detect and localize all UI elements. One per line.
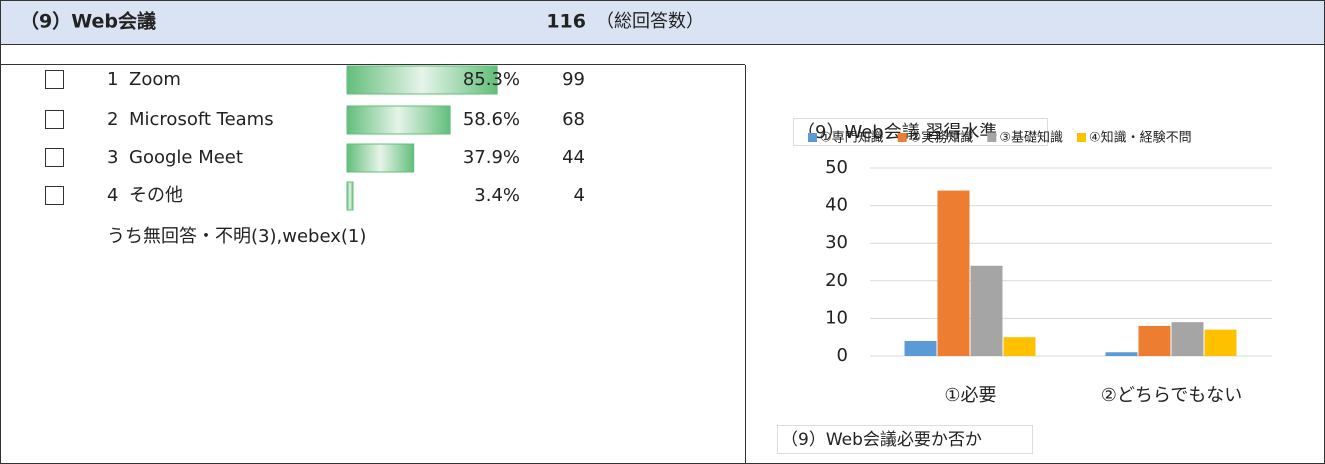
legend-swatch bbox=[808, 133, 817, 142]
bar bbox=[970, 265, 1003, 356]
chart-title: （9）Web会議 習得水準 bbox=[797, 122, 997, 143]
item-number: 3 bbox=[107, 147, 118, 168]
item-label: Zoom bbox=[129, 69, 181, 90]
bar bbox=[1204, 329, 1237, 356]
legend-label: ①専門知識 bbox=[820, 130, 884, 146]
legend-swatch bbox=[987, 133, 997, 142]
total: 116 bbox=[546, 11, 586, 33]
data-bar bbox=[346, 105, 451, 135]
header-title: （9）Web会議 bbox=[20, 10, 156, 33]
bar bbox=[1105, 352, 1138, 356]
note: うち無回答・不明(3),webex(1) bbox=[107, 226, 366, 247]
header-band bbox=[1, 1, 1324, 44]
item-number: 4 bbox=[107, 185, 118, 206]
y-tick-label: 40 bbox=[825, 195, 848, 216]
bar bbox=[904, 340, 937, 356]
item-number: 1 bbox=[107, 69, 118, 90]
legend-swatch bbox=[1076, 133, 1086, 142]
data-bar bbox=[346, 143, 415, 173]
item-label: Google Meet bbox=[129, 147, 243, 168]
x-tick-label: ②どちらでもない bbox=[1101, 385, 1243, 406]
y-tick-label: 10 bbox=[825, 307, 848, 328]
item-percent: 3.4% bbox=[474, 185, 520, 206]
legend-label: ②実務知識 bbox=[910, 130, 974, 146]
checkbox bbox=[45, 110, 64, 129]
x-label-box bbox=[777, 425, 1033, 454]
checkbox bbox=[45, 70, 64, 89]
item-percent: 58.6% bbox=[463, 109, 520, 130]
item-count: 44 bbox=[562, 147, 585, 168]
x-tick-label: ①必要 bbox=[944, 385, 996, 406]
y-tick-label: 30 bbox=[825, 232, 848, 253]
item-count: 68 bbox=[562, 109, 585, 130]
chart-title-box bbox=[793, 118, 1048, 146]
item-count: 4 bbox=[574, 185, 585, 206]
legend-swatch bbox=[897, 133, 907, 142]
bar bbox=[937, 190, 970, 356]
bar bbox=[1171, 322, 1204, 356]
item-percent: 85.3% bbox=[463, 69, 520, 90]
y-tick-label: 50 bbox=[825, 157, 848, 178]
legend-label: ④知識・経験不問 bbox=[1089, 130, 1192, 146]
checkbox bbox=[45, 186, 64, 205]
data-bar bbox=[346, 181, 354, 211]
bar bbox=[1138, 325, 1171, 356]
item-label: Microsoft Teams bbox=[129, 109, 274, 130]
data-bar bbox=[346, 65, 498, 95]
total-label: （総回答数） bbox=[596, 11, 704, 32]
item-count: 99 bbox=[562, 69, 585, 90]
y-tick-label: 0 bbox=[837, 345, 848, 366]
item-percent: 37.9% bbox=[463, 147, 520, 168]
y-tick-label: 20 bbox=[825, 270, 848, 291]
x-axis-label: （9）Web会議必要か否か bbox=[781, 430, 982, 450]
bar bbox=[1003, 337, 1036, 356]
item-label: その他 bbox=[129, 185, 183, 206]
item-number: 2 bbox=[107, 109, 118, 130]
checkbox bbox=[45, 148, 64, 167]
legend-label: ③基礎知識 bbox=[999, 130, 1063, 146]
